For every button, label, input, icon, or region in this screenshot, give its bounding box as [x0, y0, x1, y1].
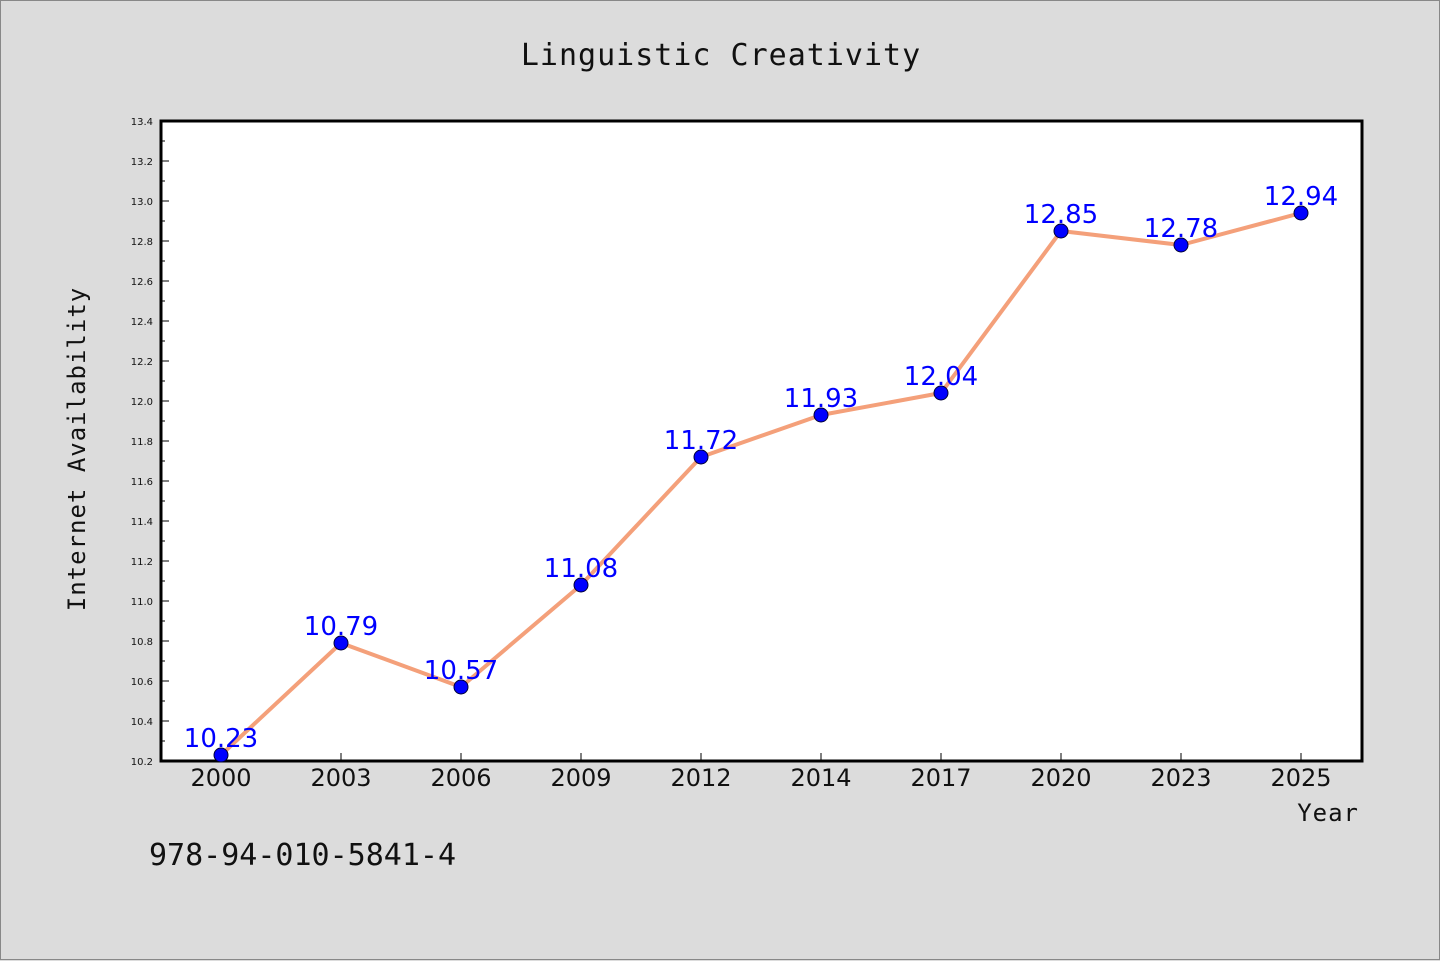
data-point — [813, 407, 829, 423]
data-point — [213, 747, 229, 763]
y-tick-label: 10.8 — [131, 637, 153, 648]
data-label: 12.78 — [1144, 214, 1218, 244]
y-tick-label: 12.0 — [131, 397, 153, 408]
data-point — [693, 449, 709, 465]
data-label: 12.94 — [1264, 182, 1338, 212]
data-label: 11.72 — [664, 426, 738, 456]
x-tick-label: 2009 — [550, 764, 611, 792]
x-tick-label: 2023 — [1150, 764, 1211, 792]
x-axis-label: Year — [1297, 799, 1359, 827]
data-point — [1053, 223, 1069, 239]
data-point — [1173, 237, 1189, 253]
x-tick-label: 2000 — [190, 764, 251, 792]
x-tick-label: 2025 — [1270, 764, 1331, 792]
data-label: 10.79 — [304, 612, 378, 642]
y-tick-label: 11.4 — [131, 517, 153, 528]
x-tick-label: 2003 — [310, 764, 371, 792]
y-tick-label: 13.4 — [131, 117, 153, 128]
y-axis-label: Internet Availability — [63, 287, 91, 611]
x-tick-label: 2020 — [1030, 764, 1091, 792]
data-point — [1293, 205, 1309, 221]
y-tick-label: 11.6 — [131, 477, 153, 488]
x-tick-label: 2014 — [790, 764, 851, 792]
y-tick-label: 12.8 — [131, 237, 153, 248]
data-point — [453, 679, 469, 695]
data-label: 11.93 — [784, 384, 858, 414]
x-tick-label: 2017 — [910, 764, 971, 792]
data-label: 12.04 — [904, 362, 978, 392]
series-line — [219, 211, 1302, 757]
y-tick-label: 12.2 — [131, 357, 153, 368]
y-tick-label: 10.4 — [131, 717, 153, 728]
chart-title: Linguistic Creativity — [521, 38, 921, 73]
y-tick-label: 10.2 — [131, 757, 153, 768]
series-layer — [213, 205, 1309, 763]
data-label: 10.23 — [184, 724, 258, 754]
x-tick-label: 2012 — [670, 764, 731, 792]
data-label: 11.08 — [544, 554, 618, 584]
y-tick-label: 12.4 — [131, 317, 153, 328]
data-label: 10.57 — [424, 656, 498, 686]
y-tick-label: 13.2 — [131, 157, 153, 168]
plot-area — [159, 119, 1364, 763]
data-point — [933, 385, 949, 401]
x-tick-label: 2006 — [430, 764, 491, 792]
y-axis-ticks — [161, 120, 169, 762]
y-axis-tick-labels: 10.2 10.4 10.6 10.8 11.0 11.2 11.4 11.6 11.8 12.0… — [131, 117, 153, 768]
y-tick-label: 11.2 — [131, 557, 153, 568]
footer-isbn: 978-94-010-5841-4 — [149, 838, 456, 873]
x-axis-tick-labels: 2000 2003 2006 2009 2012 2014 2017 2020 2023 2025 — [190, 753, 1332, 792]
y-tick-label: 13.0 — [131, 197, 153, 208]
y-tick-label: 11.0 — [131, 597, 153, 608]
y-tick-label: 12.6 — [131, 277, 153, 288]
data-point — [333, 635, 349, 651]
data-labels: 10.23 10.79 10.57 11.08 11.72 11.93 12.04 12.85… — [184, 182, 1338, 754]
data-label: 12.85 — [1024, 200, 1098, 230]
y-tick-label: 10.6 — [131, 677, 153, 688]
data-point — [573, 577, 589, 593]
y-tick-label: 11.8 — [131, 437, 153, 448]
